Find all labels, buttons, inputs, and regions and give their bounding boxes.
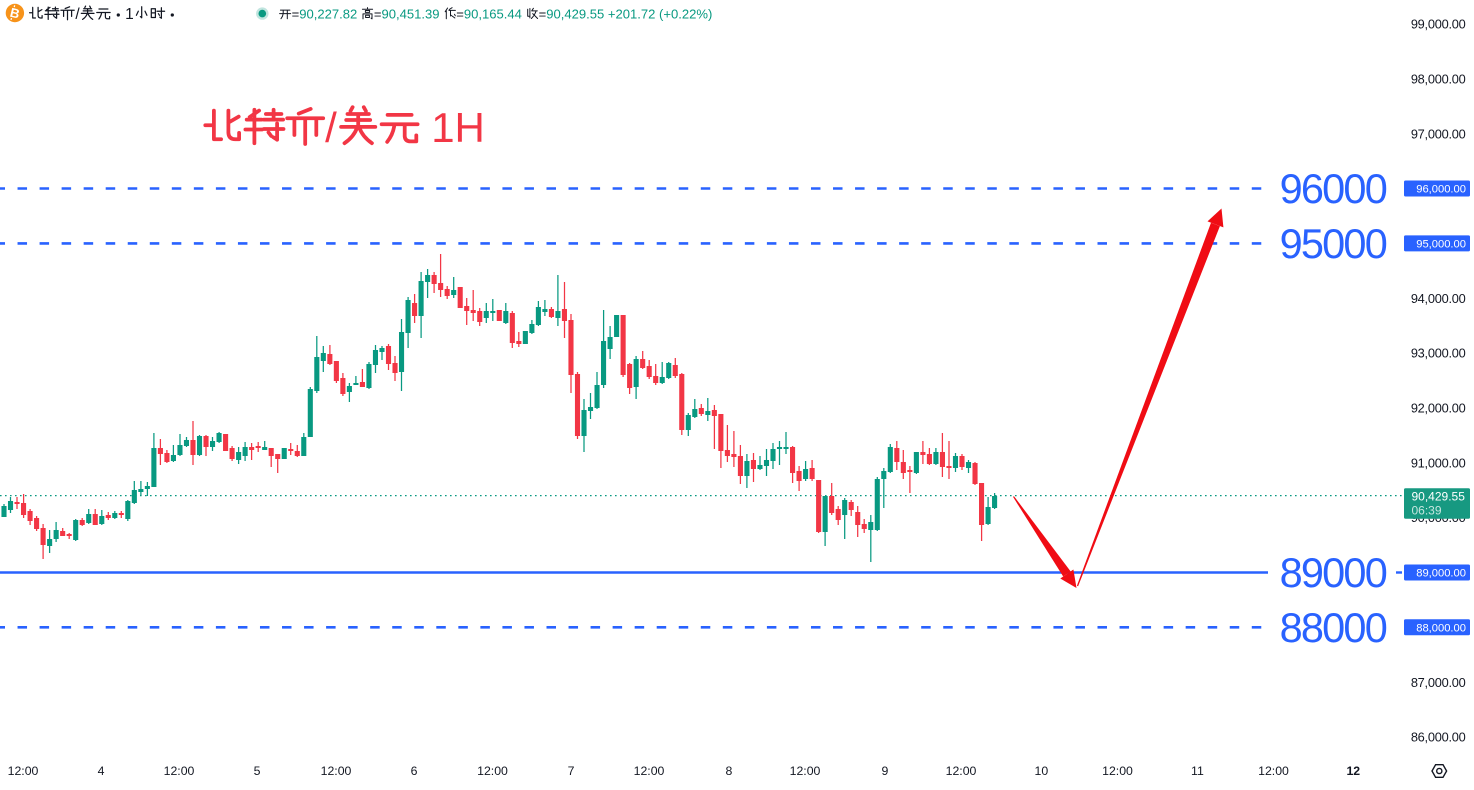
svg-text:5: 5 [254, 764, 261, 778]
svg-text:7: 7 [568, 764, 575, 778]
svg-text:88,000.00: 88,000.00 [1416, 622, 1466, 634]
svg-text:96,000.00: 96,000.00 [1416, 184, 1466, 196]
svg-text:86,000.00: 86,000.00 [1411, 730, 1466, 745]
svg-text:90,429.55: 90,429.55 [546, 6, 604, 21]
svg-text:99,000.00: 99,000.00 [1411, 17, 1466, 32]
svg-text:12:00: 12:00 [634, 764, 665, 778]
svg-text:=: = [292, 6, 300, 21]
svg-text:95000: 95000 [1280, 220, 1387, 267]
svg-text:98,000.00: 98,000.00 [1411, 71, 1466, 86]
svg-text:6: 6 [411, 764, 418, 778]
svg-text:12:00: 12:00 [8, 764, 39, 778]
svg-text:97,000.00: 97,000.00 [1411, 126, 1466, 141]
svg-text:12:00: 12:00 [1258, 764, 1289, 778]
svg-text:1: 1 [125, 6, 134, 23]
svg-text:=: = [456, 6, 464, 21]
svg-text:92,000.00: 92,000.00 [1411, 401, 1466, 416]
svg-text:12:00: 12:00 [164, 764, 195, 778]
svg-text:8: 8 [725, 764, 732, 778]
svg-text:06:39: 06:39 [1412, 504, 1442, 518]
svg-text:93,000.00: 93,000.00 [1411, 346, 1466, 361]
svg-text:90,165.44: 90,165.44 [464, 6, 522, 21]
svg-text:96000: 96000 [1280, 165, 1387, 212]
svg-text:/: / [325, 104, 337, 151]
svg-text:12: 12 [1346, 764, 1360, 778]
svg-text:+201.72: +201.72 [608, 6, 656, 21]
svg-text:90,429.55: 90,429.55 [1412, 489, 1466, 503]
svg-text:87,000.00: 87,000.00 [1411, 675, 1466, 690]
svg-text:9: 9 [881, 764, 888, 778]
svg-text:10: 10 [1035, 764, 1049, 778]
svg-text:88000: 88000 [1280, 604, 1387, 651]
svg-text:12:00: 12:00 [790, 764, 821, 778]
svg-text:11: 11 [1191, 764, 1204, 778]
svg-text:=: = [374, 6, 382, 21]
svg-text:(+0.22%): (+0.22%) [659, 6, 712, 21]
svg-text:89000: 89000 [1280, 549, 1387, 596]
svg-text:1H: 1H [431, 104, 485, 151]
svg-text:/: / [75, 6, 80, 23]
svg-text:=: = [539, 6, 547, 21]
svg-text:4: 4 [98, 764, 105, 778]
svg-text:90,227.82: 90,227.82 [299, 6, 357, 21]
svg-text:12:00: 12:00 [1102, 764, 1133, 778]
svg-text:95,000.00: 95,000.00 [1416, 238, 1466, 250]
svg-text:94,000.00: 94,000.00 [1411, 291, 1466, 306]
svg-text:89,000.00: 89,000.00 [1416, 568, 1466, 580]
svg-text:91,000.00: 91,000.00 [1411, 455, 1466, 470]
svg-text:12:00: 12:00 [946, 764, 977, 778]
svg-text:90,451.39: 90,451.39 [382, 6, 440, 21]
svg-text:12:00: 12:00 [321, 764, 352, 778]
svg-text:12:00: 12:00 [477, 764, 508, 778]
